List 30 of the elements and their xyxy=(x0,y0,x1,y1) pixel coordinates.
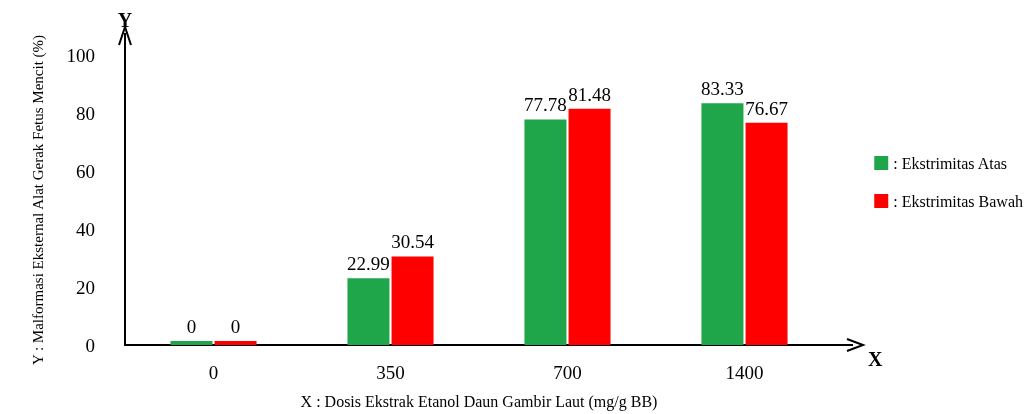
bar xyxy=(524,119,567,345)
bar xyxy=(745,122,788,345)
data-label: 22.99 xyxy=(347,253,390,275)
y-tick-label: 60 xyxy=(76,160,95,182)
bar xyxy=(701,103,744,345)
bar xyxy=(214,341,257,345)
y-tick-label: 40 xyxy=(76,218,95,240)
data-label: 81.48 xyxy=(568,83,611,105)
data-label: 0 xyxy=(230,316,241,337)
y-axis-title: Y : Malformasi Eksternal Alat Gerak Fetus Mencit (%) xyxy=(29,34,47,366)
legend-label: : Ekstrimitas Bawah xyxy=(893,192,1024,210)
data-label: 77.78 xyxy=(524,94,567,116)
data-label: 30.54 xyxy=(391,231,435,253)
data-label: 76.67 xyxy=(745,97,788,119)
text: X xyxy=(868,348,883,370)
legend-label: : Ekstrimitas Atas xyxy=(893,154,1008,172)
x-tick-label: 1400 xyxy=(725,362,764,383)
y-tick-label: 20 xyxy=(76,276,95,298)
y-tick-label: 100 xyxy=(66,44,95,66)
y-tick-label: 80 xyxy=(76,102,95,124)
bar xyxy=(568,108,611,345)
x-tick-label: 0 xyxy=(208,362,219,383)
x-tick-label: 700 xyxy=(553,362,582,383)
data-label: 0 xyxy=(186,316,197,337)
x-axis-title: X : Dosis Ekstrak Etanol Daun Gambir Laut (mg/g BB) xyxy=(300,392,658,411)
y-tick-label: 0 xyxy=(85,334,95,356)
bar xyxy=(170,341,213,345)
data-label: 83.33 xyxy=(701,78,744,100)
x-tick-label: 350 xyxy=(376,362,405,383)
text: Y xyxy=(117,9,133,31)
